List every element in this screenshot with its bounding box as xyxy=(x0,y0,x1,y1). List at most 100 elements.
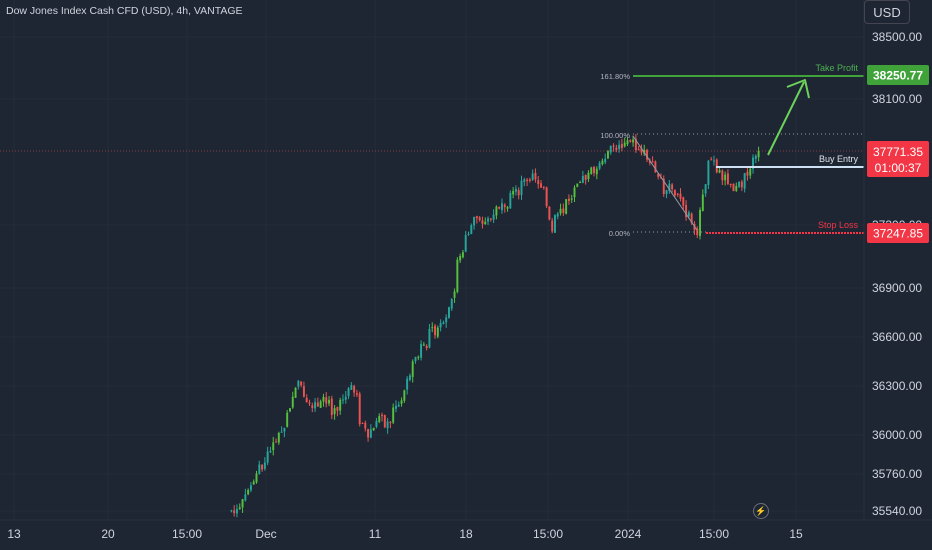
candle xyxy=(715,158,718,174)
candle xyxy=(383,414,386,429)
time-axis[interactable]: 13 20 15:00 Dec 11 18 15:00 2024 15:00 15 xyxy=(0,519,932,541)
candle xyxy=(517,187,520,200)
current-price: 37771.35 xyxy=(873,145,923,159)
candle xyxy=(397,401,400,408)
stop-loss-label: Stop Loss xyxy=(818,220,859,230)
candle xyxy=(294,387,297,398)
candle xyxy=(498,206,501,210)
candle xyxy=(355,389,358,397)
candle xyxy=(316,397,319,407)
candle xyxy=(288,408,291,413)
time-tick-label: 15:00 xyxy=(172,527,202,541)
candle xyxy=(551,217,554,234)
fib-trend-line[interactable] xyxy=(632,135,698,231)
candle xyxy=(495,205,498,220)
candle xyxy=(297,380,300,390)
candle xyxy=(757,146,760,162)
candle xyxy=(272,436,275,456)
price-tick-label: 35760.00 xyxy=(872,467,922,481)
price-tick-label: 38500.00 xyxy=(872,30,922,44)
candle xyxy=(291,391,294,409)
bar-countdown: 01:00:37 xyxy=(875,161,922,175)
price-axis[interactable]: 38500.0038100.0037300.0036900.0036600.00… xyxy=(863,0,922,520)
projection-arrow[interactable] xyxy=(767,79,810,156)
candle xyxy=(634,134,637,153)
candle xyxy=(445,314,448,328)
time-tick-label: 2024 xyxy=(615,527,642,541)
grid xyxy=(0,0,864,520)
candle xyxy=(489,218,492,222)
candle xyxy=(300,381,303,388)
fib-100-label: 100.00% xyxy=(600,131,630,140)
stop-loss-badge xyxy=(867,223,929,243)
candle xyxy=(609,145,612,155)
candle xyxy=(305,394,308,403)
candle xyxy=(470,223,473,235)
candle xyxy=(528,177,531,183)
candle xyxy=(620,138,623,152)
candle xyxy=(350,382,353,390)
candle xyxy=(389,421,392,429)
candle xyxy=(567,194,570,205)
drawings: 161.80% 100.00% 0.00% Take Profit Buy En… xyxy=(0,63,864,238)
candle xyxy=(484,217,487,225)
candle xyxy=(339,397,342,415)
candle xyxy=(500,198,503,214)
time-tick-label: 11 xyxy=(369,527,382,541)
currency-button[interactable]: USD xyxy=(864,0,910,24)
candle xyxy=(286,409,289,428)
candle xyxy=(749,167,752,179)
candle xyxy=(704,184,707,197)
candle xyxy=(537,176,540,189)
candle xyxy=(646,148,649,163)
candle xyxy=(361,422,364,424)
price-tick-label: 36600.00 xyxy=(872,330,922,344)
symbol-title[interactable]: Dow Jones Index Cash CFD (USD), 4h, VANT… xyxy=(6,5,243,17)
current-price-badge xyxy=(867,141,929,177)
candle xyxy=(353,384,356,397)
candle xyxy=(726,169,729,186)
candle xyxy=(540,180,543,188)
candle xyxy=(230,509,233,513)
lightning-icon[interactable]: ⚡ xyxy=(753,503,769,519)
candle xyxy=(266,446,269,466)
candle xyxy=(637,146,640,151)
candle xyxy=(358,391,361,427)
candle xyxy=(344,391,347,404)
time-tick-label: Dec xyxy=(255,527,276,541)
candle xyxy=(509,190,512,209)
candle xyxy=(523,177,526,187)
candle xyxy=(417,355,420,361)
candle xyxy=(615,144,618,153)
candle xyxy=(241,498,244,513)
fib-161-label: 161.80% xyxy=(600,72,630,81)
candle xyxy=(581,170,584,184)
candle xyxy=(531,169,534,181)
candle xyxy=(369,424,372,439)
candle xyxy=(367,428,370,442)
candle xyxy=(341,394,344,405)
candle xyxy=(576,183,579,188)
candle xyxy=(325,392,328,408)
candle xyxy=(403,389,406,403)
candle xyxy=(478,216,481,222)
candle xyxy=(467,231,470,236)
candle xyxy=(520,175,523,200)
candle xyxy=(729,183,732,188)
candle xyxy=(743,172,746,193)
candle xyxy=(492,209,495,224)
candle xyxy=(682,196,685,210)
candle xyxy=(570,194,573,203)
candle xyxy=(311,402,314,413)
candle xyxy=(629,139,632,143)
candle xyxy=(699,207,702,240)
candle xyxy=(336,406,339,417)
candle xyxy=(598,160,601,171)
candle xyxy=(249,482,252,493)
candle xyxy=(707,160,710,190)
candle xyxy=(724,171,727,186)
candle xyxy=(562,203,565,216)
candle xyxy=(233,505,236,517)
